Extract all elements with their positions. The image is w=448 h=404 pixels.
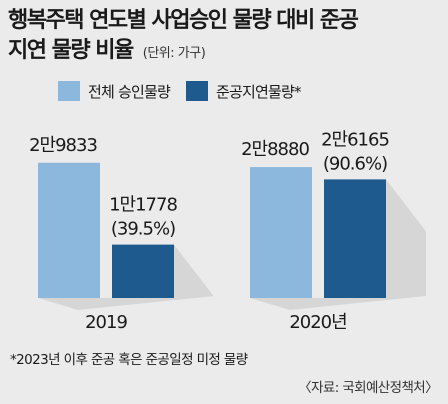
data-label-1-0: 1만1778 xyxy=(109,195,177,216)
data-label-0-1: 2만8880 xyxy=(241,139,309,160)
data-label-0-0: 2만9833 xyxy=(29,135,97,156)
source-note: 〈자료: 국회예산정책처〉 xyxy=(298,380,438,396)
pct-label-1-1: (90.6%) xyxy=(323,153,387,174)
unit-label: (단위: 가구) xyxy=(142,46,206,61)
legend-swatch-delayed xyxy=(185,81,208,101)
bar-0-1 xyxy=(250,167,312,298)
bar-shadow-0 xyxy=(38,244,214,310)
bar-shadow-1 xyxy=(250,179,426,310)
category-label-0: 2019 xyxy=(85,312,127,333)
chart-title: 행복주택 연도별 사업승인 물량 대비 준공 xyxy=(8,6,359,36)
chart-title-line-2-row: 지연 물량 비율 (단위: 가구) xyxy=(8,36,206,69)
title-line-2: 지연 물량 비율 xyxy=(8,38,134,63)
legend: 전체 승인물량 준공지연물량* xyxy=(58,78,317,104)
bar-1-0 xyxy=(112,244,174,298)
bar-0-0 xyxy=(38,162,100,298)
legend-item-delayed: 준공지연물량* xyxy=(185,81,302,102)
legend-label-approved: 전체 승인물량 xyxy=(88,82,171,101)
legend-swatch-approved xyxy=(58,81,80,101)
pct-label-1-0: (39.5%) xyxy=(111,219,175,240)
legend-label-delayed: 준공지연물량* xyxy=(215,82,302,101)
title-line-1: 행복주택 연도별 사업승인 물량 대비 준공 xyxy=(8,8,359,33)
data-label-1-1: 2만6165 xyxy=(321,129,389,150)
legend-item-approved: 전체 승인물량 xyxy=(58,81,171,102)
footnote: *2023년 이후 준공 혹은 준공일정 미정 물량 xyxy=(10,352,248,368)
category-label-1: 2020년 xyxy=(289,312,346,333)
bar-1-1 xyxy=(324,179,386,298)
